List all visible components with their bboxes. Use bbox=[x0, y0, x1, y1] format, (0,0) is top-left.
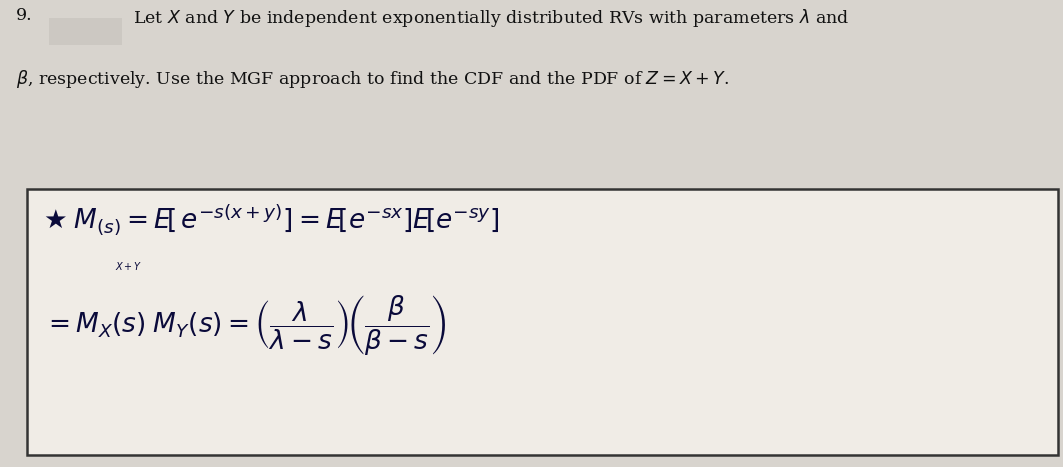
Text: $\beta$, respectively. Use the MGF approach to find the CDF and the PDF of $Z = : $\beta$, respectively. Use the MGF appro… bbox=[16, 68, 729, 90]
Text: $= M_{X}(s)\; M_{Y}(s) = \left(\dfrac{\lambda}{\lambda - s}\right)\!\left(\dfrac: $= M_{X}(s)\; M_{Y}(s) = \left(\dfrac{\l… bbox=[43, 294, 446, 359]
Text: $\bigstar\; M_{(s)} = E\!\left[\, e^{-s(x+y)}\right] = E\!\left[e^{-sx}\right] E: $\bigstar\; M_{(s)} = E\!\left[\, e^{-s(… bbox=[43, 203, 500, 237]
FancyBboxPatch shape bbox=[27, 189, 1058, 455]
Text: Let $X$ and $Y$ be independent exponentially distributed RVs with parameters $\l: Let $X$ and $Y$ be independent exponenti… bbox=[133, 7, 849, 29]
Text: $_{X+Y}$: $_{X+Y}$ bbox=[115, 259, 142, 273]
FancyBboxPatch shape bbox=[49, 18, 122, 45]
Text: 9.: 9. bbox=[16, 7, 33, 24]
